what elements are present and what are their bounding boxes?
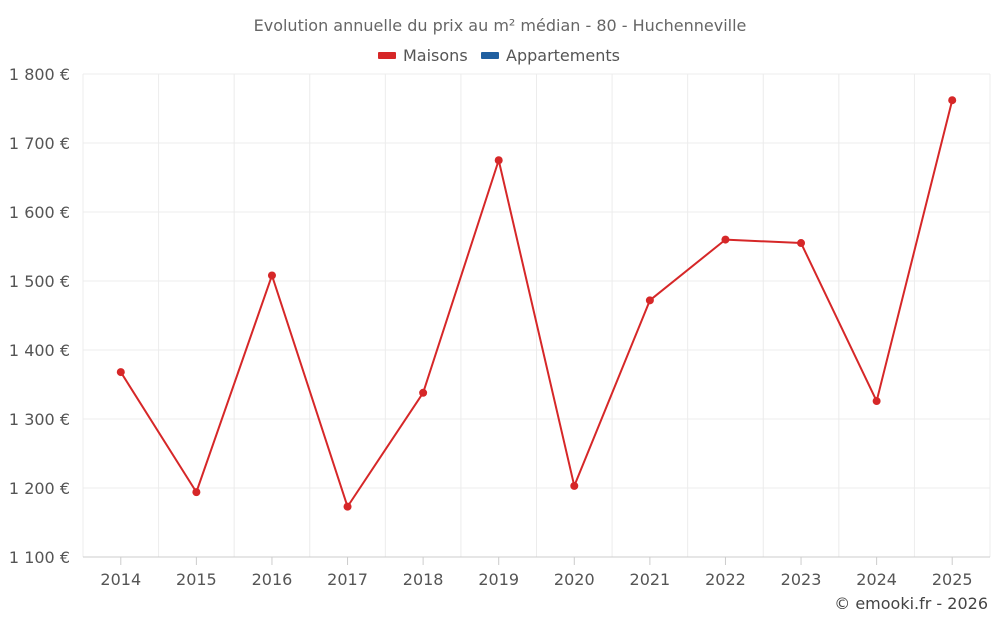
x-tick-label: 2019 [478, 570, 519, 589]
x-tick-label: 2025 [932, 570, 973, 589]
y-tick-label: 1 600 € [9, 203, 70, 222]
legend-item-appartements[interactable]: Appartements [481, 46, 620, 65]
x-tick-label: 2020 [554, 570, 595, 589]
y-tick-label: 1 500 € [9, 272, 70, 291]
y-tick-label: 1 300 € [9, 410, 70, 429]
x-tick-label: 2023 [781, 570, 822, 589]
y-tick-label: 1 200 € [9, 479, 70, 498]
y-tick-label: 1 700 € [9, 134, 70, 153]
data-point[interactable] [872, 397, 881, 406]
y-axis: 1 100 € 1 200 € 1 300 € 1 400 € 1 500 € 1 600… [9, 65, 70, 567]
chart-title: Evolution annuelle du prix au m² médian … [254, 16, 747, 35]
x-tick-label: 2015 [176, 570, 217, 589]
data-point[interactable] [645, 296, 654, 305]
series-line [119, 99, 954, 508]
legend-label-appartements: Appartements [506, 46, 620, 65]
data-point[interactable] [494, 156, 503, 165]
data-point[interactable] [192, 488, 201, 497]
data-point[interactable] [343, 502, 352, 511]
grid [82, 73, 991, 557]
x-axis: 2014 2015 2016 2017 2018 2019 2020 2021 2022 2023… [83, 556, 990, 589]
data-point[interactable] [419, 388, 428, 397]
x-tick-label: 2017 [327, 570, 368, 589]
legend-item-maisons[interactable]: Maisons [378, 46, 468, 65]
data-point[interactable] [267, 271, 276, 280]
x-tick-label: 2022 [705, 570, 746, 589]
y-tick-label: 1 100 € [9, 548, 70, 567]
x-tick-label: 2016 [252, 570, 293, 589]
series-maisons [116, 96, 957, 511]
credit-text[interactable]: © emooki.fr - 2026 [834, 594, 988, 613]
x-tick-label: 2014 [100, 570, 141, 589]
legend-swatch-maisons [378, 52, 396, 59]
data-point[interactable] [570, 481, 579, 490]
data-point[interactable] [797, 239, 806, 248]
legend-swatch-appartements [481, 52, 499, 59]
data-point[interactable] [721, 235, 730, 244]
data-point[interactable] [948, 96, 957, 105]
x-tick-label: 2021 [630, 570, 671, 589]
data-point[interactable] [116, 368, 125, 377]
x-tick-label: 2024 [856, 570, 897, 589]
x-tick-label: 2018 [403, 570, 444, 589]
y-tick-label: 1 400 € [9, 341, 70, 360]
legend-label-maisons: Maisons [403, 46, 468, 65]
legend: Maisons Appartements [378, 46, 620, 65]
y-tick-label: 1 800 € [9, 65, 70, 84]
